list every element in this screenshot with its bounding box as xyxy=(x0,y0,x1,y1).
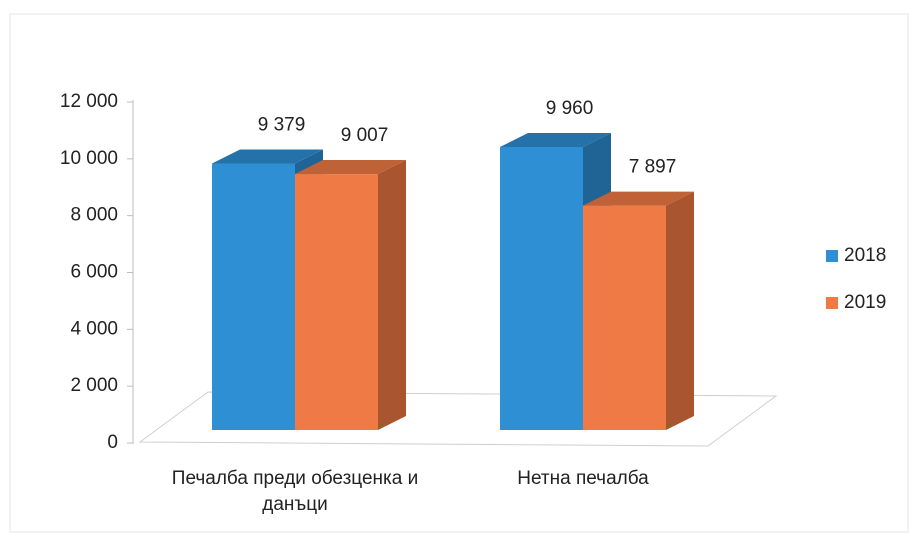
value-label: 9 960 xyxy=(546,98,594,119)
y-tick-label: 0 xyxy=(107,432,118,453)
bar-top xyxy=(500,132,611,147)
bar xyxy=(295,174,378,430)
value-label: 9 379 xyxy=(258,114,306,135)
y-tick-label: 4 000 xyxy=(70,318,118,339)
legend-label: 2019 xyxy=(844,292,886,313)
bar-top xyxy=(212,149,323,164)
bar-side xyxy=(666,191,694,430)
y-tick-label: 12 000 xyxy=(60,91,118,112)
value-label: 7 897 xyxy=(629,157,677,178)
legend-label: 2018 xyxy=(844,245,886,266)
bar xyxy=(583,205,666,430)
y-tick-label: 8 000 xyxy=(70,205,118,226)
y-tick-label: 10 000 xyxy=(60,148,118,169)
value-label: 9 007 xyxy=(341,125,389,146)
bar-side xyxy=(378,160,406,430)
bar-top xyxy=(295,160,406,175)
y-tick-label: 6 000 xyxy=(70,262,118,283)
bar xyxy=(500,146,583,430)
legend-swatch xyxy=(826,297,838,309)
x-tick-label: Нетна печалба xyxy=(517,468,649,489)
x-tick-label: Печалба преди обезценка и данъци xyxy=(171,468,419,515)
bar xyxy=(212,163,295,430)
chart-frame xyxy=(9,13,909,533)
floor xyxy=(138,391,778,447)
bar-top xyxy=(583,191,694,206)
legend-swatch xyxy=(826,250,838,262)
y-tick-label: 2 000 xyxy=(70,375,118,396)
